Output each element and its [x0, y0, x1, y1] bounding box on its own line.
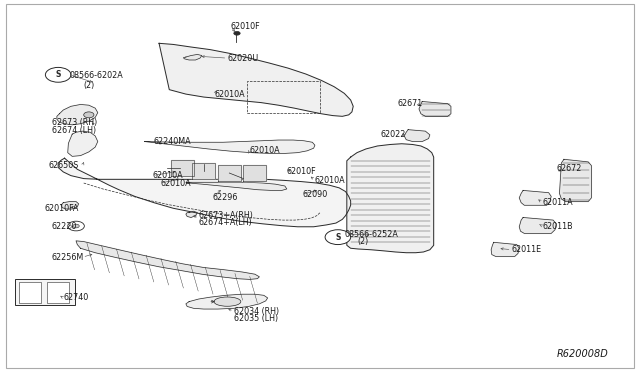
Polygon shape: [519, 218, 556, 234]
Text: 62673+A(RH): 62673+A(RH): [198, 211, 253, 220]
Text: 62010F: 62010F: [287, 167, 316, 176]
Text: 08566-6202A: 08566-6202A: [70, 71, 124, 80]
FancyBboxPatch shape: [19, 282, 41, 303]
Text: 62650S: 62650S: [49, 161, 79, 170]
Polygon shape: [559, 159, 591, 202]
Text: 62010A: 62010A: [250, 146, 280, 155]
Polygon shape: [58, 158, 351, 227]
Text: R620008D: R620008D: [556, 349, 608, 359]
Circle shape: [73, 224, 79, 228]
Text: 62010A: 62010A: [161, 179, 191, 187]
Text: 62035 (LH): 62035 (LH): [234, 314, 278, 323]
Text: S: S: [335, 232, 340, 242]
Text: 62671: 62671: [398, 99, 423, 108]
Text: 62010F: 62010F: [230, 22, 260, 31]
Circle shape: [325, 230, 351, 244]
Circle shape: [84, 112, 94, 118]
Polygon shape: [183, 54, 202, 60]
Polygon shape: [419, 102, 451, 116]
Circle shape: [45, 67, 71, 82]
Text: 62296: 62296: [212, 193, 238, 202]
Ellipse shape: [214, 297, 241, 306]
Polygon shape: [172, 160, 194, 176]
Text: 62673 (RH): 62673 (RH): [52, 119, 97, 128]
Polygon shape: [519, 190, 551, 205]
Polygon shape: [68, 131, 98, 156]
Polygon shape: [186, 211, 197, 218]
Text: 62034 (RH): 62034 (RH): [234, 307, 279, 316]
Polygon shape: [186, 294, 268, 309]
Text: 62010A: 62010A: [315, 176, 346, 185]
Circle shape: [68, 221, 84, 231]
Text: 62090: 62090: [302, 190, 328, 199]
Text: 62010FA: 62010FA: [44, 204, 79, 213]
Text: (2): (2): [357, 237, 368, 246]
Polygon shape: [186, 182, 287, 190]
Polygon shape: [76, 241, 259, 279]
Text: 62011E: 62011E: [511, 245, 541, 254]
FancyBboxPatch shape: [47, 282, 69, 303]
Text: 62011A: 62011A: [542, 198, 573, 207]
Polygon shape: [243, 165, 266, 181]
Text: 62022: 62022: [380, 130, 405, 140]
Polygon shape: [192, 163, 215, 179]
Text: 62256M: 62256M: [52, 253, 84, 262]
Text: 62740: 62740: [63, 294, 88, 302]
Polygon shape: [57, 105, 98, 125]
FancyBboxPatch shape: [15, 279, 76, 305]
Polygon shape: [404, 130, 430, 141]
Text: 62010A: 62010A: [153, 171, 183, 180]
Circle shape: [234, 32, 240, 35]
Text: 62220: 62220: [52, 222, 77, 231]
Text: 62240MA: 62240MA: [154, 137, 191, 146]
Polygon shape: [159, 43, 353, 116]
Text: 62672: 62672: [556, 164, 582, 173]
Polygon shape: [218, 165, 241, 181]
Polygon shape: [145, 140, 315, 153]
Text: 62674+A(LH): 62674+A(LH): [198, 218, 252, 227]
Text: 08566-6252A: 08566-6252A: [344, 230, 398, 239]
Text: (2): (2): [84, 81, 95, 90]
Polygon shape: [347, 144, 434, 253]
Polygon shape: [491, 242, 519, 256]
Text: 62011B: 62011B: [542, 221, 573, 231]
Text: 62010A: 62010A: [214, 90, 245, 99]
Text: 62020U: 62020U: [227, 54, 259, 62]
Text: S: S: [56, 70, 61, 79]
Polygon shape: [61, 202, 79, 209]
Text: 62674 (LH): 62674 (LH): [52, 126, 96, 135]
